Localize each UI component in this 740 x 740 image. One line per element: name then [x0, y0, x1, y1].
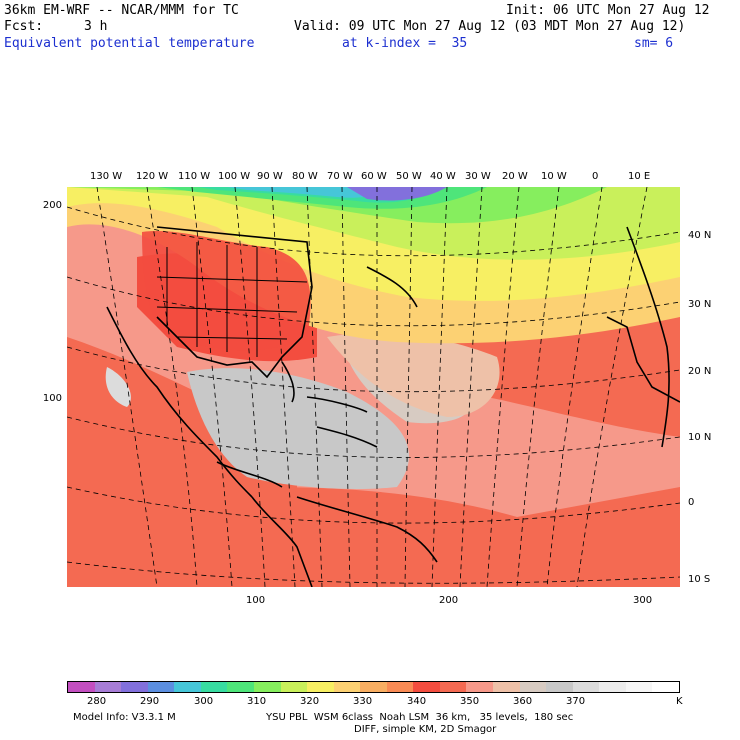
colorbar-swatch [94, 682, 122, 692]
lon-label: 120 W [136, 171, 169, 182]
colorbar-unit: K [676, 696, 683, 707]
colorbar-label: 360 [513, 696, 533, 707]
colorbar-swatch [413, 682, 440, 692]
colorbar-swatch [200, 682, 228, 692]
smooth-info: sm= 6 [634, 36, 674, 51]
colorbar-label: 290 [140, 696, 160, 707]
lon-label: 30 W [465, 171, 491, 182]
model-info: Model Info: V3.3.1 M [73, 712, 176, 723]
colorbar-swatch [519, 682, 547, 692]
lon-label: 90 W [257, 171, 283, 182]
physics-info: YSU PBL WSM 6class Noah LSM 36 km, 35 le… [266, 712, 574, 723]
colorbar-label: 370 [566, 696, 586, 707]
colorbar-swatch [307, 682, 334, 692]
lon-label: 70 W [327, 171, 353, 182]
colorbar-swatch [572, 682, 600, 692]
lon-label: 80 W [292, 171, 318, 182]
lat-label: 0 [688, 497, 695, 508]
colorbar-swatch [546, 682, 573, 692]
colorbar-swatch [466, 682, 493, 692]
lat-label: 40 N [688, 230, 712, 241]
grid-x-label: 300 [633, 595, 653, 606]
colorbar-swatch [625, 682, 653, 692]
lon-label: 100 W [218, 171, 251, 182]
colorbar-label: 300 [194, 696, 214, 707]
lat-label: 30 N [688, 299, 712, 310]
colorbar-swatch [280, 682, 308, 692]
lon-label: 0 [592, 171, 599, 182]
init-time: Init: 06 UTC Mon 27 Aug 12 [506, 3, 710, 18]
level-info: at k-index = 35 [342, 36, 468, 51]
colorbar-swatch [147, 682, 175, 692]
colorbar-swatch [386, 682, 414, 692]
fcst-value: 3 h [84, 19, 108, 34]
fcst-label: Fcst: [4, 19, 44, 34]
model-title: 36km EM-WRF -- NCAR/MMM for TC [4, 3, 239, 18]
lon-label: 10 E [628, 171, 651, 182]
colorbar-swatch [652, 682, 679, 692]
colorbar-swatch [360, 682, 387, 692]
diff-info: DIFF, simple KM, 2D Smagor [354, 724, 497, 735]
lon-label: 40 W [430, 171, 456, 182]
lon-label: 110 W [178, 171, 211, 182]
colorbar-swatch [121, 682, 148, 692]
grid-y-label: 100 [42, 393, 62, 404]
colorbar-swatch [439, 682, 467, 692]
theta-e-map [67, 187, 680, 587]
colorbar-swatch [333, 682, 361, 692]
colorbar [67, 681, 680, 693]
lat-label: 20 N [688, 366, 712, 377]
colorbar-swatch [227, 682, 254, 692]
colorbar-swatch [68, 682, 95, 692]
colorbar-label: 330 [353, 696, 373, 707]
grid-y-label: 200 [42, 200, 62, 211]
field-name: Equivalent potential temperature [4, 36, 255, 51]
lat-label: 10 N [688, 432, 712, 443]
colorbar-swatch [253, 682, 281, 692]
grid-x-label: 100 [246, 595, 266, 606]
colorbar-label: 340 [407, 696, 427, 707]
lon-label: 60 W [361, 171, 387, 182]
lon-label: 10 W [541, 171, 567, 182]
colorbar-swatch [599, 682, 626, 692]
valid-time: Valid: 09 UTC Mon 27 Aug 12 (03 MDT Mon … [294, 19, 686, 34]
lon-label: 20 W [502, 171, 528, 182]
colorbar-label: 350 [460, 696, 480, 707]
colorbar-label: 280 [87, 696, 107, 707]
colorbar-label: 310 [247, 696, 267, 707]
colorbar-swatch [493, 682, 520, 692]
colorbar-label: 320 [300, 696, 320, 707]
colorbar-swatch [174, 682, 201, 692]
grid-x-label: 200 [439, 595, 459, 606]
lat-label: 10 S [688, 574, 711, 585]
lon-label: 130 W [90, 171, 123, 182]
lon-label: 50 W [396, 171, 422, 182]
